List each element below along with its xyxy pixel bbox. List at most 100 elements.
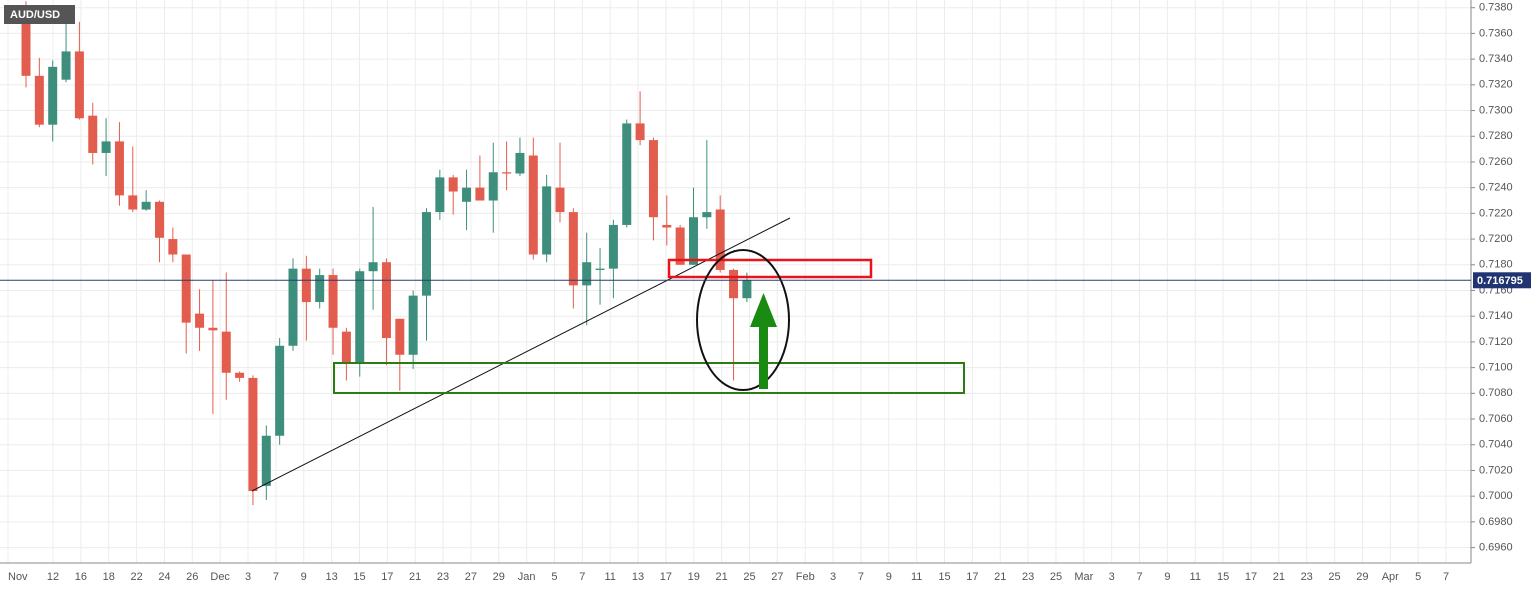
candle-body — [742, 280, 752, 299]
x-tick-label: 11 — [911, 571, 922, 583]
x-tick-label: 21 — [1273, 571, 1285, 583]
x-tick-label: 9 — [1164, 571, 1170, 583]
x-tick-label: 5 — [1415, 571, 1421, 583]
candle-body — [675, 227, 685, 265]
x-tick-label: 17 — [1245, 571, 1257, 583]
x-tick-label: 27 — [771, 571, 783, 583]
x-tick-label: 9 — [301, 571, 307, 583]
x-tick-label: 25 — [1050, 571, 1062, 583]
y-tick-label: 0.7040 — [1479, 439, 1513, 451]
candle-body — [341, 331, 351, 363]
x-tick-label: 17 — [660, 571, 672, 583]
y-tick-label: 0.7140 — [1479, 310, 1513, 322]
support-box — [333, 362, 965, 394]
x-tick-label: 16 — [75, 571, 87, 583]
candle-body — [381, 262, 391, 339]
candle-body — [582, 262, 592, 286]
x-tick-label: 7 — [273, 571, 279, 583]
x-tick-label: 13 — [632, 571, 644, 583]
y-tick-label: 0.7320 — [1479, 79, 1513, 91]
candle-body — [662, 224, 672, 228]
candle-body — [101, 141, 111, 153]
x-tick-label: Feb — [796, 571, 815, 583]
x-tick-label: 21 — [409, 571, 421, 583]
x-tick-label: 5 — [551, 571, 557, 583]
candle-body — [74, 51, 84, 119]
candle-body — [515, 152, 525, 174]
candle-body — [275, 345, 285, 436]
x-tick-label: Dec — [210, 571, 230, 583]
candle-body — [301, 268, 311, 303]
candle-body — [155, 201, 164, 238]
candle-body — [114, 141, 124, 196]
candle-body — [208, 327, 218, 331]
y-tick-label: 0.7240 — [1479, 182, 1513, 194]
annotations — [251, 217, 965, 492]
y-tick-label: 0.6980 — [1479, 516, 1513, 528]
candles — [21, 1, 752, 506]
x-tick-label: 21 — [994, 571, 1006, 583]
x-tick-label: 17 — [966, 571, 978, 583]
candle-body — [288, 268, 298, 346]
x-tick-label: Jan — [518, 571, 536, 583]
candle-body — [261, 435, 271, 486]
candle-body — [622, 123, 632, 225]
y-tick-label: 0.7280 — [1479, 130, 1513, 142]
y-tick-label: 0.7080 — [1479, 387, 1513, 399]
x-tick-label: 11 — [604, 571, 615, 583]
x-tick-label: 29 — [1356, 571, 1368, 583]
y-tick-label: 0.7000 — [1479, 490, 1513, 502]
y-tick-label: 0.7200 — [1479, 233, 1513, 245]
candle-body — [315, 275, 325, 303]
grid — [0, 0, 1471, 563]
candle-body — [488, 172, 498, 201]
price-label: 0.716795 — [1477, 275, 1523, 287]
x-tick-label: Apr — [1382, 571, 1399, 583]
y-tick-label: 0.7120 — [1479, 336, 1513, 348]
x-tick-label: 25 — [743, 571, 755, 583]
symbol-badge — [4, 5, 75, 24]
x-tick-label: 9 — [886, 571, 892, 583]
arrow-head — [750, 293, 777, 327]
candle-body — [355, 271, 365, 363]
symbol: AUD/USD — [10, 9, 60, 21]
candle-body — [34, 75, 44, 125]
candle-body — [181, 254, 191, 323]
candle-body — [542, 186, 552, 255]
x-tick-label: 27 — [465, 571, 477, 583]
candle-body — [235, 372, 245, 378]
candle-body — [595, 268, 605, 270]
x-tick-label: 3 — [830, 571, 836, 583]
candle-body — [48, 66, 58, 125]
x-tick-label: 15 — [938, 571, 950, 583]
trend-line — [251, 217, 791, 492]
candle-body — [221, 331, 231, 373]
x-tick-label: 17 — [381, 571, 393, 583]
candle-body — [248, 377, 258, 492]
candle-body — [729, 269, 739, 299]
y-tick-label: 0.7300 — [1479, 104, 1513, 116]
candle-body — [88, 115, 98, 153]
x-tick-label: 15 — [353, 571, 365, 583]
candle-body — [141, 201, 151, 210]
candle-body — [168, 239, 178, 255]
candle-body — [715, 209, 725, 270]
x-tick-label: 24 — [158, 571, 170, 583]
highlight-ellipse — [696, 249, 790, 391]
candle-body — [635, 123, 645, 141]
y-tick-label: 0.7380 — [1479, 2, 1513, 14]
x-tick-label: 23 — [1301, 571, 1313, 583]
candle-body — [328, 275, 338, 328]
candle-body — [475, 187, 485, 201]
x-tick-label: 19 — [688, 571, 700, 583]
candle-body — [21, 7, 31, 76]
resistance-box — [667, 258, 873, 279]
candle-body — [448, 177, 458, 192]
y-tick-label: 0.7220 — [1479, 207, 1513, 219]
y-tick-label: 0.6960 — [1479, 541, 1513, 553]
candle-body — [648, 140, 658, 218]
candle-body — [555, 187, 565, 213]
x-tick-label: 3 — [245, 571, 251, 583]
